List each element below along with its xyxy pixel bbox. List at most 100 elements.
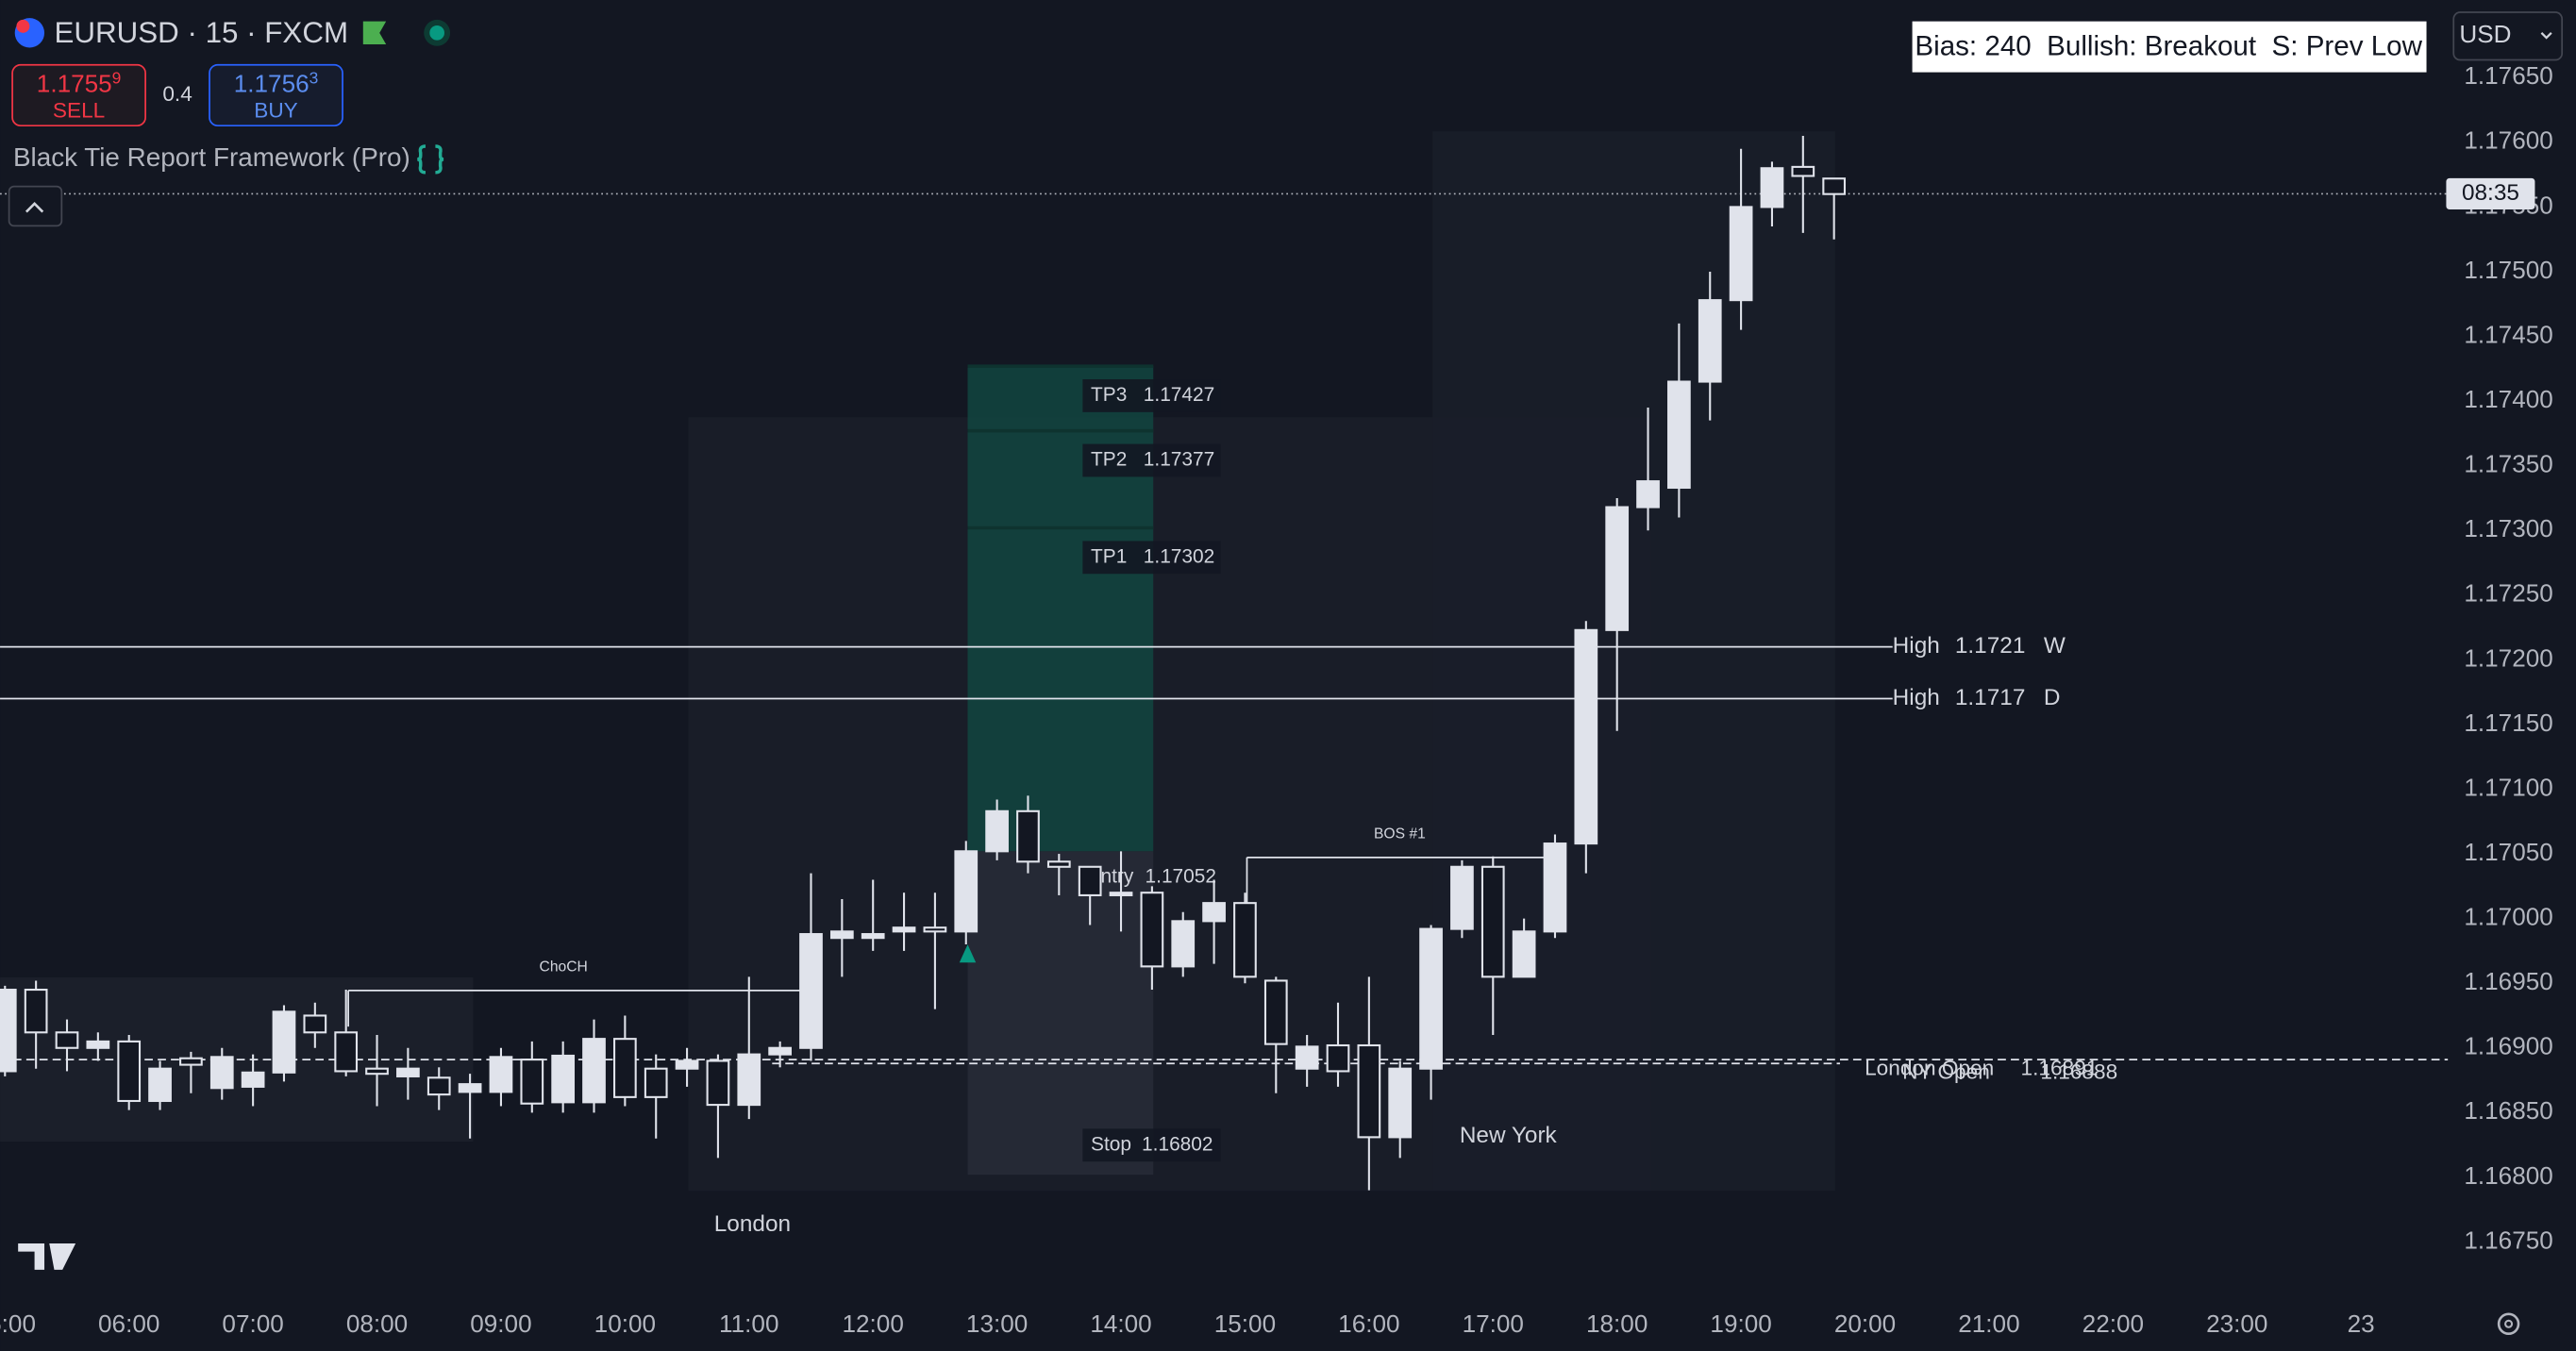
open-value: 1.16888 [2040, 1060, 2117, 1084]
candle-body [706, 1059, 730, 1107]
open-label: NY Open [1902, 1060, 1990, 1084]
candle-body [1636, 480, 1660, 509]
y-tick-label: 1.17650 [2464, 61, 2552, 90]
y-tick-label: 1.17350 [2464, 450, 2552, 478]
candle-body [1016, 809, 1040, 863]
target-tag [1082, 443, 1221, 477]
indicator-name[interactable]: Black Tie Report Framework (Pro) [13, 142, 410, 172]
stop-zone [967, 851, 1154, 1176]
target-value: 1.17377 [1144, 448, 1214, 470]
candle-body [1078, 865, 1102, 896]
x-tick-label: 13:00 [966, 1309, 1028, 1338]
y-tick-label: 1.16800 [2464, 1161, 2552, 1190]
y-tick-label: 1.17150 [2464, 709, 2552, 737]
candle-body [1605, 506, 1630, 631]
y-tick-label: 1.16750 [2464, 1226, 2552, 1254]
x-tick-label: 19:00 [1710, 1309, 1771, 1338]
settings-icon[interactable] [2497, 1312, 2520, 1336]
y-tick-label: 1.16950 [2464, 967, 2552, 995]
bos-label: BOS #1 [1374, 826, 1426, 842]
candle-body [1109, 892, 1133, 896]
currency-select[interactable] [2452, 11, 2564, 61]
candle-body [148, 1067, 172, 1103]
y-tick-label: 1.16850 [2464, 1096, 2552, 1125]
candle-body [1791, 165, 1815, 177]
candle-body [1357, 1043, 1381, 1139]
bias-text: Bias: 240 Bullish: Breakout S: Prev Low [1915, 30, 2422, 61]
session-label: New York [1460, 1123, 1558, 1148]
candle-body [582, 1038, 606, 1104]
candle-body [551, 1054, 576, 1104]
level-value: 1.1721 [1955, 633, 2026, 659]
open-label: London Open [1865, 1057, 1994, 1080]
candle-body [799, 933, 823, 1049]
level-timeframe: D [2044, 685, 2061, 710]
stop-label: Stop [1091, 1133, 1131, 1155]
target-tag [1082, 379, 1221, 412]
candle-body [303, 1014, 327, 1034]
candle-body [1295, 1045, 1319, 1070]
session-label: London [714, 1211, 791, 1237]
candle-body [272, 1010, 296, 1074]
x-tick-label: 09:00 [470, 1309, 531, 1338]
candle-body [1419, 927, 1443, 1070]
x-tick-label: 12:00 [843, 1309, 904, 1338]
candle-body [396, 1067, 420, 1077]
level-timeframe: W [2044, 633, 2066, 659]
source-icon[interactable] [417, 144, 444, 175]
sell-price-main: 1.1755 [37, 69, 112, 97]
buy-button[interactable] [209, 63, 343, 127]
candle-body [954, 850, 979, 933]
candle-body [241, 1071, 265, 1088]
candle-body [644, 1067, 668, 1098]
candle-body [1263, 979, 1288, 1045]
candle-body [829, 930, 854, 940]
candle-body [1450, 865, 1474, 930]
flag-icon[interactable] [362, 21, 387, 45]
buy-price[interactable]: 1.17563 [234, 68, 319, 97]
candle-body [55, 1031, 79, 1049]
candle-body [1480, 865, 1505, 978]
buy-label[interactable]: BUY [254, 98, 298, 122]
x-tick-label: 15:00 [1214, 1309, 1276, 1338]
symbol[interactable]: EURUSD · 15 · FXCM [54, 16, 348, 49]
x-tick-label: 08:00 [346, 1309, 408, 1338]
candle-body [1233, 902, 1257, 978]
stop-tag [1082, 1128, 1221, 1162]
x-tick-label: 16:00 [1338, 1309, 1399, 1338]
settings-icon [2504, 1319, 2514, 1328]
entry-value: 1.17052 [1146, 866, 1216, 888]
target-value: 1.17427 [1144, 384, 1214, 406]
candle-body [1046, 860, 1071, 868]
x-tick-label: 14:00 [1090, 1309, 1151, 1338]
y-tick-label: 1.17050 [2464, 838, 2552, 866]
target-label: TP3 [1091, 384, 1127, 406]
status-dot [429, 25, 444, 41]
y-tick-label: 1.17300 [2464, 514, 2552, 542]
sell-button[interactable] [11, 63, 146, 127]
candle-body [117, 1040, 142, 1103]
y-tick-label: 1.16900 [2464, 1032, 2552, 1060]
x-tick-label: 23:00 [2206, 1309, 2267, 1338]
y-tick-label: 1.17400 [2464, 385, 2552, 413]
session-boxes [0, 131, 1835, 1192]
stop-value: 1.16802 [1142, 1133, 1213, 1155]
buy-price-main: 1.1756 [234, 69, 309, 97]
candle-body [458, 1083, 482, 1093]
candle-body [1667, 380, 1691, 490]
newyork-box [1432, 131, 1835, 1192]
tv-logo[interactable] [18, 1243, 76, 1270]
y-tick-label: 1.17100 [2464, 773, 2552, 801]
candle-body [1698, 299, 1722, 383]
open-value: 1.16891 [2021, 1057, 2099, 1080]
sell-price[interactable]: 1.17559 [37, 68, 122, 97]
sell-label[interactable]: SELL [53, 98, 105, 122]
level-label: High [1893, 685, 1940, 710]
y-tick-label: 1.17200 [2464, 643, 2552, 672]
x-tick-label: 06:00 [98, 1309, 159, 1338]
countdown: 08:35 [2462, 180, 2519, 206]
level-value: 1.1717 [1955, 685, 2026, 710]
currency[interactable]: USD [2459, 20, 2511, 48]
